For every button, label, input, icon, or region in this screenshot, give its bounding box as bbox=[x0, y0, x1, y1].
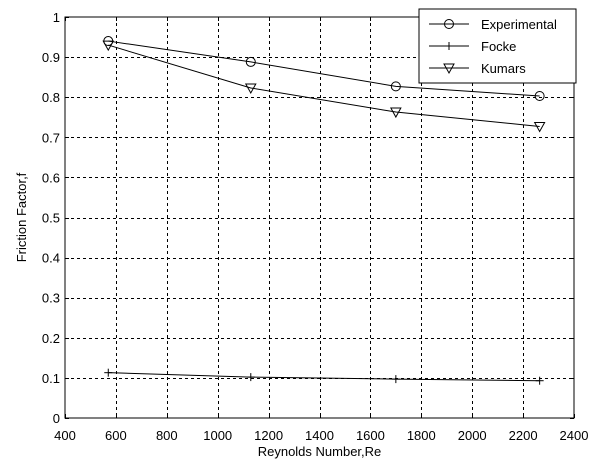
legend-marker-kumars bbox=[443, 63, 455, 75]
y-tick-label: 0.6 bbox=[42, 170, 60, 185]
legend-label-focke: Focke bbox=[481, 39, 516, 54]
legend: Experimental Focke Kumars bbox=[418, 8, 577, 84]
x-tick-label: 800 bbox=[156, 428, 178, 443]
kumars-point bbox=[390, 107, 402, 119]
y-tick-label: 0.5 bbox=[42, 211, 60, 226]
kumars-point bbox=[533, 121, 546, 133]
plot-area bbox=[65, 17, 574, 418]
focke-point bbox=[391, 375, 400, 384]
plot-frame bbox=[64, 16, 575, 419]
x-tick-label: 1600 bbox=[356, 428, 385, 443]
legend-marker-focke bbox=[445, 42, 453, 50]
y-tick-label: 0.1 bbox=[42, 371, 60, 386]
x-tick-label: 600 bbox=[105, 428, 127, 443]
legend-item-experimental: Experimental bbox=[429, 17, 557, 32]
experimental-point bbox=[534, 90, 545, 101]
legend-item-kumars: Kumars bbox=[429, 61, 526, 76]
x-tick-label: 1200 bbox=[254, 428, 283, 443]
y-tick-label: 0.2 bbox=[42, 331, 60, 346]
focke-point bbox=[535, 376, 544, 385]
x-axis-label: Reynolds Number,Re bbox=[258, 444, 382, 459]
focke-point bbox=[104, 368, 113, 377]
y-tick-label: 0.8 bbox=[42, 90, 60, 105]
series-layer bbox=[102, 36, 546, 385]
kumars-point bbox=[102, 40, 115, 52]
focke-line bbox=[108, 372, 540, 382]
legend-item-focke: Focke bbox=[429, 39, 516, 54]
experimental-point bbox=[390, 81, 401, 92]
legend-label-kumars: Kumars bbox=[481, 61, 526, 76]
x-tick-label: 2200 bbox=[509, 428, 538, 443]
focke-point bbox=[246, 373, 255, 382]
y-tick-label: 0.4 bbox=[42, 251, 60, 266]
x-tick-label: 1400 bbox=[305, 428, 334, 443]
x-tick-label: 2000 bbox=[458, 428, 487, 443]
kumars-point bbox=[244, 83, 257, 95]
series-focke bbox=[104, 368, 544, 385]
experimental-point bbox=[245, 56, 256, 67]
series-kumars bbox=[102, 40, 546, 133]
ticks: 400 600 800 1000 1200 1400 1600 1800 2000 2200 240… bbox=[42, 10, 589, 443]
x-tick-label: 400 bbox=[54, 428, 76, 443]
x-tick-label: 2400 bbox=[560, 428, 589, 443]
legend-label-experimental: Experimental bbox=[481, 17, 557, 32]
x-tick-label: 1000 bbox=[203, 428, 232, 443]
x-tick-label: 1800 bbox=[407, 428, 436, 443]
kumars-line bbox=[108, 44, 540, 127]
y-tick-label: 0.3 bbox=[42, 291, 60, 306]
y-tick-label: 0 bbox=[53, 411, 60, 426]
y-tick-label: 0.7 bbox=[42, 130, 60, 145]
y-tick-label: 0.9 bbox=[42, 50, 60, 65]
experimental-line bbox=[108, 40, 540, 97]
legend-marker-experimental bbox=[444, 19, 454, 29]
y-axis-label: Friction Factor,f bbox=[14, 172, 29, 262]
y-tick-label: 1 bbox=[53, 10, 60, 25]
